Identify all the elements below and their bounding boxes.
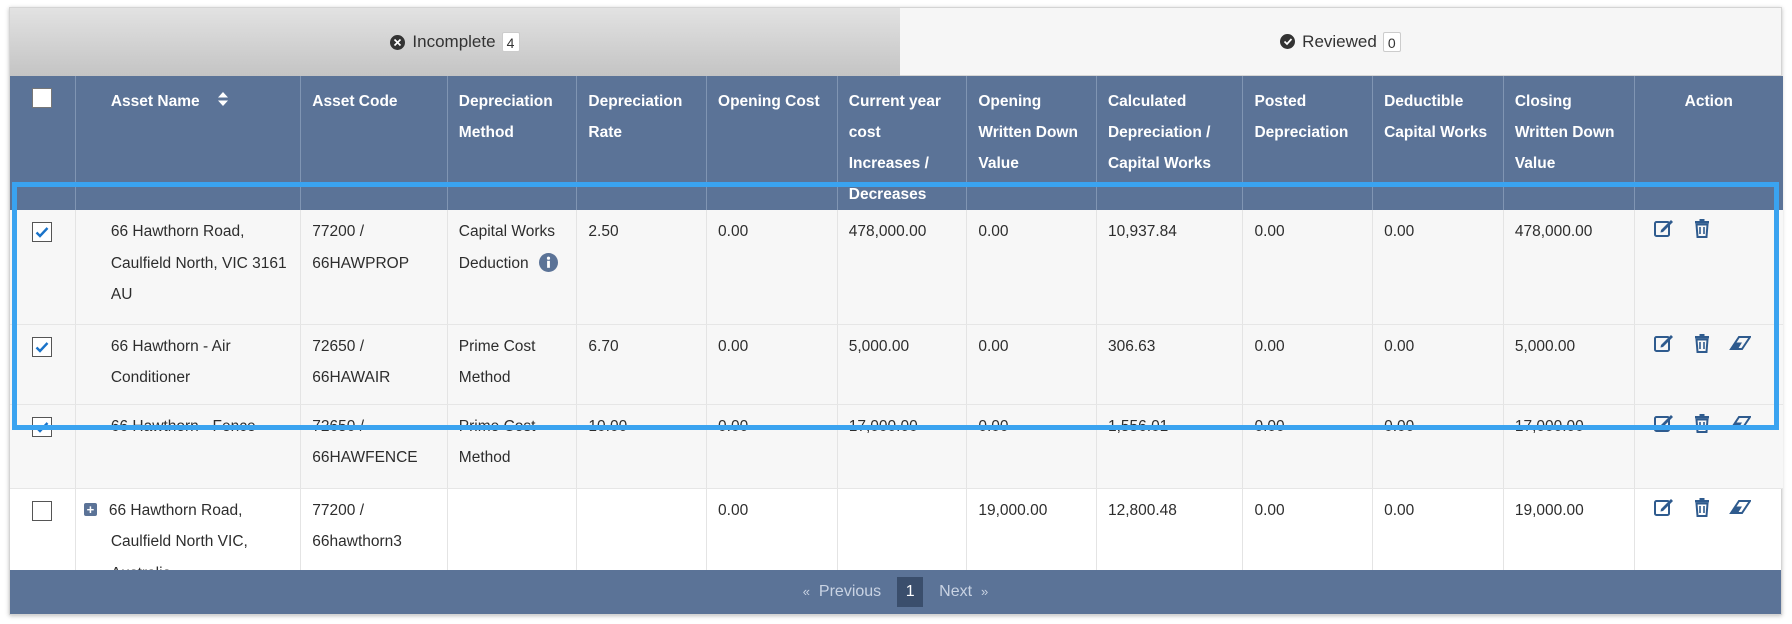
table-row[interactable]: 66 Hawthorn - Air Conditioner 72650 / 66… <box>10 324 1783 405</box>
check-icon <box>36 227 49 238</box>
table-header: Asset Name Asset Code Depreciation Metho… <box>10 76 1783 210</box>
opening-wdv: 0.00 <box>966 210 1097 325</box>
deductible-capital-works: 0.00 <box>1372 324 1504 405</box>
check-icon <box>36 421 49 433</box>
edit-icon[interactable] <box>1653 412 1675 434</box>
previous-page-button[interactable]: « Previous <box>802 583 882 600</box>
check-circle-icon <box>1280 34 1296 49</box>
tab-incomplete-count: 4 <box>501 32 520 52</box>
cost-change: 17,000.00 <box>837 404 968 489</box>
tab-incomplete[interactable]: Incomplete 4 <box>10 8 900 76</box>
table-row[interactable]: 66 Hawthorn - Fence 72650 / 66HAWFENCE P… <box>10 404 1783 489</box>
opening-cost: 0.00 <box>706 324 838 405</box>
column-header-cost-change: Current year cost Increases / Decreases <box>837 76 968 210</box>
column-header-depreciation-rate: Depreciation Rate <box>576 76 708 210</box>
select-all-checkbox[interactable] <box>32 88 53 108</box>
column-header-posted-depreciation: Posted Depreciation <box>1242 76 1374 210</box>
column-header-asset-name[interactable]: Asset Name <box>75 76 302 210</box>
opening-cost: 0.00 <box>706 404 838 489</box>
row-actions <box>1634 404 1783 489</box>
opening-wdv: 0.00 <box>966 324 1097 405</box>
calculated-depreciation: 10,937.84 <box>1096 210 1244 325</box>
row-checkbox[interactable] <box>32 500 53 521</box>
posted-depreciation: 0.00 <box>1242 210 1374 325</box>
sort-icon[interactable] <box>217 86 228 117</box>
row-checkbox[interactable] <box>32 416 53 437</box>
trash-icon[interactable] <box>1691 217 1713 239</box>
cost-change: 478,000.00 <box>837 210 968 325</box>
plus-icon[interactable]: + <box>83 502 97 516</box>
row-checkbox[interactable] <box>32 222 53 242</box>
edit-icon[interactable] <box>1653 217 1675 239</box>
row-actions <box>1634 324 1783 405</box>
trash-icon[interactable] <box>1691 332 1713 354</box>
closing-wdv: 17,000.00 <box>1503 404 1635 489</box>
chevron-double-left-icon: « <box>802 584 811 599</box>
column-header-action: Action <box>1634 76 1783 210</box>
status-tabs: Incomplete 4 Reviewed 0 <box>10 8 1781 76</box>
eraser-icon[interactable] <box>1729 332 1752 354</box>
page-number-current[interactable]: 1 <box>897 577 924 607</box>
tab-reviewed-count: 0 <box>1382 31 1401 52</box>
deductible-capital-works: 0.00 <box>1372 210 1504 325</box>
depreciation-method: Capital Works Deduction <box>447 210 578 325</box>
edit-icon[interactable] <box>1653 332 1675 354</box>
deductible-capital-works: 0.00 <box>1372 404 1504 489</box>
pagination: « Previous 1 Next » <box>10 570 1781 614</box>
row-actions <box>1634 210 1783 325</box>
calculated-depreciation: 1,556.01 <box>1096 404 1244 489</box>
next-page-button[interactable]: Next » <box>939 583 989 600</box>
asset-name: 66 Hawthorn - Air Conditioner <box>75 324 302 405</box>
row-checkbox[interactable] <box>32 336 53 357</box>
calculated-depreciation: 306.63 <box>1096 324 1244 405</box>
closing-wdv: 5,000.00 <box>1503 324 1635 405</box>
depreciation-rate: 10.00 <box>576 404 708 489</box>
tab-reviewed-label: Reviewed <box>1302 31 1377 51</box>
closing-wdv: 478,000.00 <box>1503 210 1635 325</box>
asset-depreciation-panel: Incomplete 4 Reviewed 0 Asset Name <box>9 7 1783 615</box>
column-header-deductible-capital-works: Deductible Capital Works <box>1372 76 1504 210</box>
eraser-icon[interactable] <box>1729 412 1752 434</box>
depreciation-method: Prime Cost Method <box>447 324 578 405</box>
column-header-closing-wdv: Closing Written Down Value <box>1503 76 1635 210</box>
posted-depreciation: 0.00 <box>1242 324 1374 405</box>
row-actions <box>1634 488 1783 594</box>
column-header-depreciation-method: Depreciation Method <box>447 76 578 210</box>
eraser-icon[interactable] <box>1729 496 1752 518</box>
cost-change: 5,000.00 <box>837 324 968 405</box>
edit-icon[interactable] <box>1653 496 1675 518</box>
asset-code: 72650 / 66HAWFENCE <box>300 404 448 489</box>
asset-name: 66 Hawthorn - Fence <box>75 404 302 489</box>
trash-icon[interactable] <box>1691 496 1713 518</box>
opening-cost: 0.00 <box>706 210 838 325</box>
column-header-opening-wdv: Opening Written Down Value <box>966 76 1097 210</box>
depreciation-rate: 2.50 <box>576 210 708 325</box>
asset-code: 77200 / 66HAWPROP <box>300 210 448 325</box>
depreciation-method: Prime Cost Method <box>447 404 578 489</box>
posted-depreciation: 0.00 <box>1242 404 1374 489</box>
info-icon[interactable] <box>538 252 558 284</box>
table-row[interactable]: 66 Hawthorn Road, Caulfield North, VIC 3… <box>10 210 1783 325</box>
column-header-opening-cost: Opening Cost <box>706 76 838 210</box>
check-icon <box>36 341 49 353</box>
tab-reviewed[interactable]: Reviewed 0 <box>900 8 1781 76</box>
close-circle-icon <box>390 34 406 50</box>
tab-incomplete-label: Incomplete <box>412 32 496 51</box>
asset-table: Asset Name Asset Code Depreciation Metho… <box>10 76 1783 594</box>
column-header-asset-code: Asset Code <box>300 76 448 210</box>
asset-code: 72650 / 66HAWAIR <box>300 324 448 405</box>
opening-wdv: 0.00 <box>966 404 1097 489</box>
select-all-header <box>10 76 76 210</box>
depreciation-rate: 6.70 <box>576 324 708 405</box>
column-header-calculated-depreciation: Calculated Depreciation / Capital Works <box>1096 76 1244 210</box>
trash-icon[interactable] <box>1691 412 1713 434</box>
asset-name: 66 Hawthorn Road, Caulfield North, VIC 3… <box>75 210 302 325</box>
chevron-double-right-icon: » <box>980 584 989 599</box>
